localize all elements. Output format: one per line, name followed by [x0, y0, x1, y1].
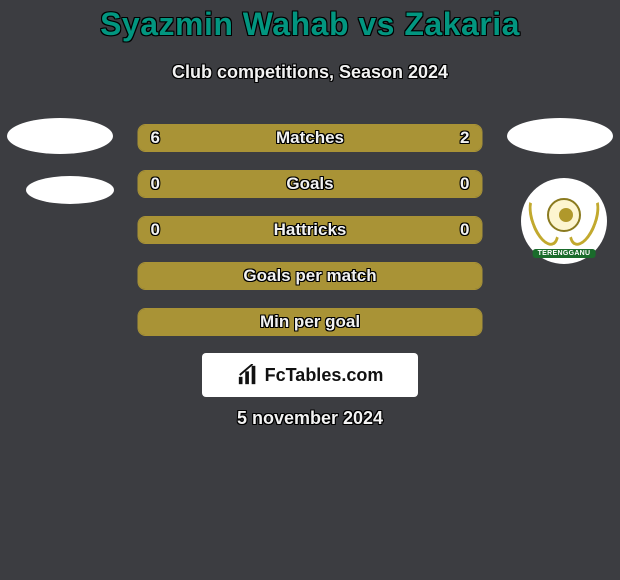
- player1-club-avatar: [26, 176, 114, 204]
- stat-bar: Min per goal: [138, 308, 483, 336]
- bar-value-right: 0: [460, 217, 469, 243]
- bar-label: Goals per match: [139, 263, 482, 289]
- stat-bar: Goals0 0: [138, 170, 483, 198]
- bar-value-left: 0: [151, 217, 160, 243]
- source-logo: FcTables.com: [202, 353, 418, 397]
- footer-date: 5 november 2024: [0, 408, 620, 429]
- player1-avatar: [7, 118, 113, 154]
- bar-value-right: 0: [460, 171, 469, 197]
- bar-label: Goals: [139, 171, 482, 197]
- comparison-title: Syazmin Wahab vs Zakaria: [0, 6, 620, 43]
- bar-chart-icon: [237, 364, 259, 386]
- player2-club-badge: TERENGGANU: [521, 178, 607, 264]
- bar-label: Hattricks: [139, 217, 482, 243]
- comparison-subtitle: Club competitions, Season 2024: [0, 62, 620, 83]
- bar-value-left: 6: [151, 125, 160, 151]
- stat-bar: Hattricks0 0: [138, 216, 483, 244]
- stat-bar: Goals per match: [138, 262, 483, 290]
- logo-text: FcTables.com: [265, 365, 384, 386]
- bar-label: Matches: [139, 125, 482, 151]
- bar-value-left: 0: [151, 171, 160, 197]
- bar-value-right: 2: [460, 125, 469, 151]
- stat-bar: Matches6 2: [138, 124, 483, 152]
- infographic-stage: Syazmin Wahab vs Zakaria Club competitio…: [0, 0, 620, 580]
- player2-avatar: [507, 118, 613, 154]
- club-name: TERENGGANU: [533, 249, 596, 258]
- bar-label: Min per goal: [139, 309, 482, 335]
- stat-bars: Matches62Goals00Hattricks00Goals per mat…: [138, 124, 483, 336]
